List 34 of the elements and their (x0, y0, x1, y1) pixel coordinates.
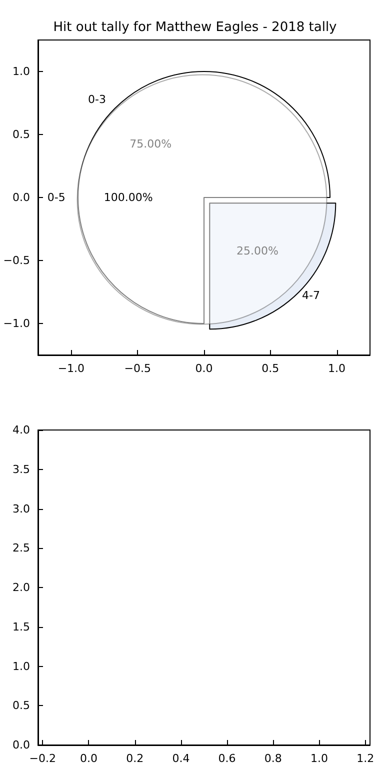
x-tick-label: 0.6 (218, 752, 236, 765)
x-tick-label: 1.0 (310, 752, 328, 765)
y-tick-label: 3.0 (12, 502, 30, 516)
y-tick-label: 3.5 (12, 462, 30, 476)
y-tick-label: −0.5 (3, 254, 30, 267)
x-tick-label: 0.5 (262, 362, 280, 375)
x-tick-label: 0.2 (126, 752, 144, 765)
y-tick-label: 2.0 (12, 581, 30, 594)
y-tick-label: −1.0 (3, 317, 30, 330)
x-tick-label: 0.8 (264, 752, 282, 765)
chart-title: Hit out tally for Matthew Eagles - 2018 tally (53, 20, 338, 35)
slice-label: 4-7 (302, 289, 320, 302)
x-tick-label: −0.2 (29, 752, 56, 765)
y-tick-label: 0.5 (12, 128, 30, 141)
y-tick-label: 4.0 (12, 424, 30, 436)
x-tick-label: 0.0 (195, 362, 213, 375)
x-tick-label: 0.4 (172, 752, 190, 765)
x-tick-label: −1.0 (58, 362, 85, 375)
x-tick-label: −0.5 (124, 362, 151, 375)
y-tick-label: 0.0 (12, 738, 30, 752)
data-label: 100.00% (104, 191, 153, 204)
y-tick-label: 0.5 (12, 699, 30, 712)
y-tick-label: 1.0 (12, 660, 30, 673)
slice-label: 0-5 (47, 191, 66, 204)
y-tick-label: 1.0 (12, 65, 30, 78)
x-tick-label: 1.2 (356, 752, 374, 765)
x-tick-label: 0.0 (80, 752, 98, 765)
y-tick-label: 2.5 (12, 542, 30, 555)
data-label: 25.00% (236, 244, 278, 258)
data-label: 75.00% (130, 138, 172, 151)
x-tick-label: 1.0 (328, 362, 346, 375)
slice-label: 0-3 (88, 92, 106, 106)
y-tick-label: 1.5 (12, 620, 30, 634)
y-tick-label: 0.0 (12, 191, 30, 204)
